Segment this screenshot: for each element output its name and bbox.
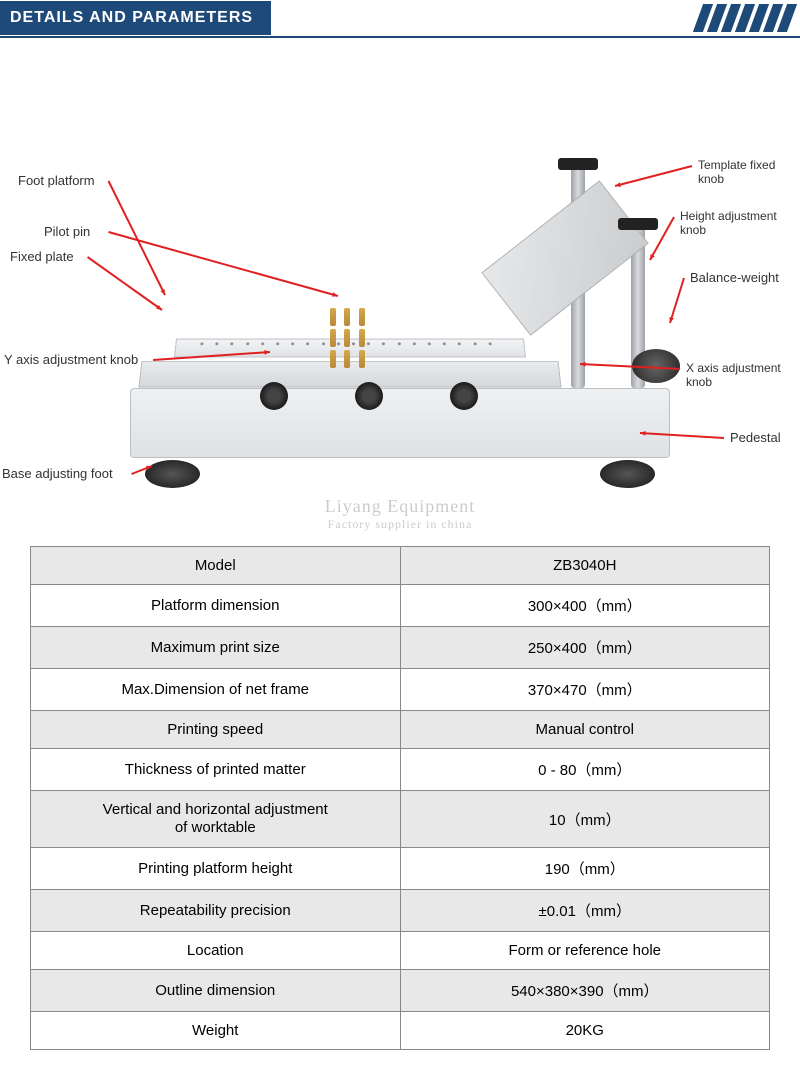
callout-template-knob: Template fixedknob xyxy=(698,158,775,187)
spec-value: ZB3040H xyxy=(400,547,770,585)
table-row: Printing speedManual control xyxy=(31,711,770,749)
table-row: Outline dimension540×380×390（mm） xyxy=(31,970,770,1012)
spec-value: 540×380×390（mm） xyxy=(400,970,770,1012)
spec-value: 190（mm） xyxy=(400,848,770,890)
part-pedestal xyxy=(130,388,670,458)
spec-value: 0 - 80（mm） xyxy=(400,749,770,791)
header-bar: DETAILS AND PARAMETERS xyxy=(0,0,800,38)
spec-label: Model xyxy=(31,547,401,585)
spec-value: Form or reference hole xyxy=(400,932,770,970)
part-topknob-2 xyxy=(618,218,658,230)
spec-label: Vertical and horizontal adjustmentof wor… xyxy=(31,791,401,848)
callout-base-foot: Base adjusting foot xyxy=(2,466,113,481)
part-foot-right xyxy=(600,460,655,488)
part-knob-1 xyxy=(260,382,288,410)
spec-label: Printing platform height xyxy=(31,848,401,890)
part-knob-3 xyxy=(450,382,478,410)
part-frame-plate xyxy=(481,180,648,335)
spec-table: ModelZB3040HPlatform dimension300×400（mm… xyxy=(30,546,770,1050)
table-row: Thickness of printed matter0 - 80（mm） xyxy=(31,749,770,791)
spec-label: Thickness of printed matter xyxy=(31,749,401,791)
table-row: Platform dimension300×400（mm） xyxy=(31,585,770,627)
table-row: Weight20KG xyxy=(31,1012,770,1050)
watermark: Liyang Equipment Factory supplier in chi… xyxy=(325,496,475,532)
callout-pilot-pin: Pilot pin xyxy=(44,224,90,239)
watermark-line2: Factory supplier in china xyxy=(325,517,475,532)
spec-label: Outline dimension xyxy=(31,970,401,1012)
watermark-line1: Liyang Equipment xyxy=(325,496,475,516)
callout-height-knob: Height adjustmentknob xyxy=(680,209,777,238)
spec-value: 300×400（mm） xyxy=(400,585,770,627)
table-row: Max.Dimension of net frame370×470（mm） xyxy=(31,669,770,711)
table-row: Printing platform height190（mm） xyxy=(31,848,770,890)
callout-balance-weight: Balance-weight xyxy=(690,270,779,285)
spec-label: Maximum print size xyxy=(31,627,401,669)
spec-value: Manual control xyxy=(400,711,770,749)
spec-label: Location xyxy=(31,932,401,970)
spec-label: Repeatability precision xyxy=(31,890,401,932)
callout-fixed-plate: Fixed plate xyxy=(10,249,74,264)
header-stripes xyxy=(693,4,800,32)
spec-value: 20KG xyxy=(400,1012,770,1050)
spec-label: Platform dimension xyxy=(31,585,401,627)
spec-label: Weight xyxy=(31,1012,401,1050)
spec-value: 250×400（mm） xyxy=(400,627,770,669)
table-row: ModelZB3040H xyxy=(31,547,770,585)
callout-x-axis-knob: X axis adjustmentknob xyxy=(686,361,781,390)
callout-pedestal: Pedestal xyxy=(730,430,781,445)
table-row: Repeatability precision±0.01（mm） xyxy=(31,890,770,932)
table-row: Vertical and horizontal adjustmentof wor… xyxy=(31,791,770,848)
table-row: LocationForm or reference hole xyxy=(31,932,770,970)
product-diagram: Foot platform Pilot pin Fixed plate Y axis … xyxy=(0,38,800,538)
spec-value: ±0.01（mm） xyxy=(400,890,770,932)
machine-drawing xyxy=(120,158,680,498)
callout-foot-platform: Foot platform xyxy=(18,173,95,188)
table-row: Maximum print size250×400（mm） xyxy=(31,627,770,669)
part-foot-left xyxy=(145,460,200,488)
callout-y-axis-knob: Y axis adjustment knob xyxy=(4,352,138,367)
part-balance-weight xyxy=(632,349,680,383)
part-pilot-pins xyxy=(330,308,370,348)
spec-label: Printing speed xyxy=(31,711,401,749)
part-topknob-1 xyxy=(558,158,598,170)
header-title: DETAILS AND PARAMETERS xyxy=(0,1,271,35)
spec-value: 10（mm） xyxy=(400,791,770,848)
part-knob-2 xyxy=(355,382,383,410)
spec-label: Max.Dimension of net frame xyxy=(31,669,401,711)
spec-value: 370×470（mm） xyxy=(400,669,770,711)
